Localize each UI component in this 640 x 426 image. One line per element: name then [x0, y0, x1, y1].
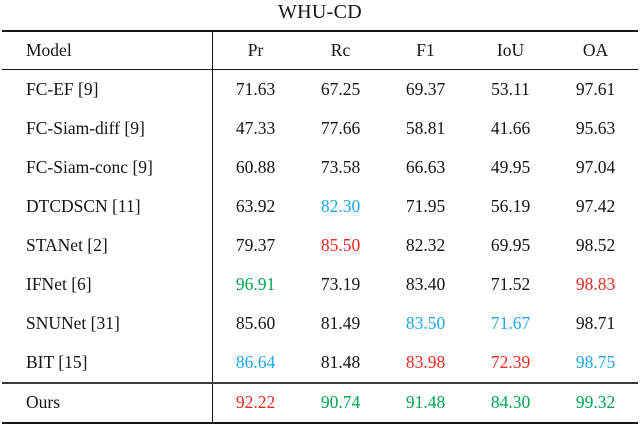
- metric-value-pr: 47.33: [235, 117, 276, 138]
- metric-value-iou: 72.39: [490, 351, 531, 372]
- model-name: FC-EF [9]: [2, 70, 213, 109]
- table-row-ours: Ours 92.22 90.74 91.48 84.30 99.32: [2, 382, 638, 422]
- metric-value-rc: 73.58: [320, 156, 361, 177]
- metric-value-oa: 97.61: [575, 78, 616, 99]
- table-row: IFNet [6] 96.91 73.19 83.40 71.52 98.83: [2, 265, 638, 304]
- column-header-f1: F1: [416, 39, 435, 60]
- metric-value-f1: 83.50: [405, 312, 446, 333]
- metric-value-rc: 73.19: [320, 273, 361, 294]
- column-header-rc: Rc: [330, 39, 351, 60]
- table-row: FC-Siam-diff [9] 47.33 77.66 58.81 41.66…: [2, 109, 638, 148]
- column-header-iou: IoU: [496, 39, 525, 60]
- metric-value-f1: 66.63: [405, 156, 446, 177]
- metric-value-oa: 97.04: [575, 156, 616, 177]
- column-header-oa: OA: [582, 39, 609, 60]
- model-name: FC-Siam-conc [9]: [2, 148, 213, 187]
- table-row: FC-Siam-conc [9] 60.88 73.58 66.63 49.95…: [2, 148, 638, 187]
- model-name: SNUNet [31]: [2, 304, 213, 343]
- model-name: FC-Siam-diff [9]: [2, 109, 213, 148]
- metric-value-rc: 67.25: [320, 78, 361, 99]
- metric-value-rc: 81.48: [320, 351, 361, 372]
- metric-value-rc: 82.30: [320, 195, 361, 216]
- metric-value-oa: 99.32: [575, 392, 616, 413]
- model-name: IFNet [6]: [2, 265, 213, 304]
- model-name: STANet [2]: [2, 226, 213, 265]
- metric-value-rc: 81.49: [320, 312, 361, 333]
- metric-value-oa: 98.83: [575, 273, 616, 294]
- table-row: STANet [2] 79.37 85.50 82.32 69.95 98.52: [2, 226, 638, 265]
- metric-value-f1: 69.37: [405, 78, 446, 99]
- metric-value-oa: 98.75: [575, 351, 616, 372]
- metric-value-f1: 83.98: [405, 351, 446, 372]
- table-row: FC-EF [9] 71.63 67.25 69.37 53.11 97.61: [2, 70, 638, 109]
- metric-value-f1: 58.81: [405, 117, 446, 138]
- metric-value-iou: 56.19: [490, 195, 531, 216]
- column-header-model: Model: [2, 32, 213, 69]
- metric-value-f1: 71.95: [405, 195, 446, 216]
- metric-value-pr: 92.22: [235, 392, 276, 413]
- metric-value-iou: 69.95: [490, 234, 531, 255]
- metric-value-rc: 90.74: [320, 392, 361, 413]
- metric-value-oa: 98.71: [575, 312, 616, 333]
- model-name: Ours: [2, 384, 213, 422]
- table-header-row: Model Pr Rc F1 IoU OA: [2, 32, 638, 70]
- metric-value-pr: 60.88: [235, 156, 276, 177]
- metric-value-rc: 77.66: [320, 117, 361, 138]
- column-header-pr: Pr: [247, 39, 264, 60]
- results-table: Model Pr Rc F1 IoU OA FC-EF [9] 71.63 67…: [2, 30, 638, 424]
- metric-value-pr: 71.63: [235, 78, 276, 99]
- table-row: SNUNet [31] 85.60 81.49 83.50 71.67 98.7…: [2, 304, 638, 343]
- metric-value-f1: 91.48: [405, 392, 446, 413]
- metric-value-iou: 71.52: [490, 273, 531, 294]
- metric-value-pr: 96.91: [235, 273, 276, 294]
- model-name: BIT [15]: [2, 343, 213, 382]
- metric-value-f1: 83.40: [405, 273, 446, 294]
- metric-value-f1: 82.32: [405, 234, 446, 255]
- metric-value-oa: 97.42: [575, 195, 616, 216]
- metric-value-pr: 85.60: [235, 312, 276, 333]
- table-row: DTCDSCN [11] 63.92 82.30 71.95 56.19 97.…: [2, 187, 638, 226]
- metric-value-pr: 86.64: [235, 351, 276, 372]
- metric-value-oa: 98.52: [575, 234, 616, 255]
- metric-value-pr: 79.37: [235, 234, 276, 255]
- metric-value-iou: 49.95: [490, 156, 531, 177]
- metric-value-iou: 71.67: [490, 312, 531, 333]
- metric-value-iou: 53.11: [491, 78, 530, 99]
- metric-value-rc: 85.50: [320, 234, 361, 255]
- model-name: DTCDSCN [11]: [2, 187, 213, 226]
- table-title: WHU-CD: [277, 1, 362, 23]
- metric-value-iou: 84.30: [490, 392, 531, 413]
- table-row: BIT [15] 86.64 81.48 83.98 72.39 98.75: [2, 343, 638, 382]
- metric-value-oa: 95.63: [575, 117, 616, 138]
- metric-value-iou: 41.66: [490, 117, 531, 138]
- metric-value-pr: 63.92: [235, 195, 276, 216]
